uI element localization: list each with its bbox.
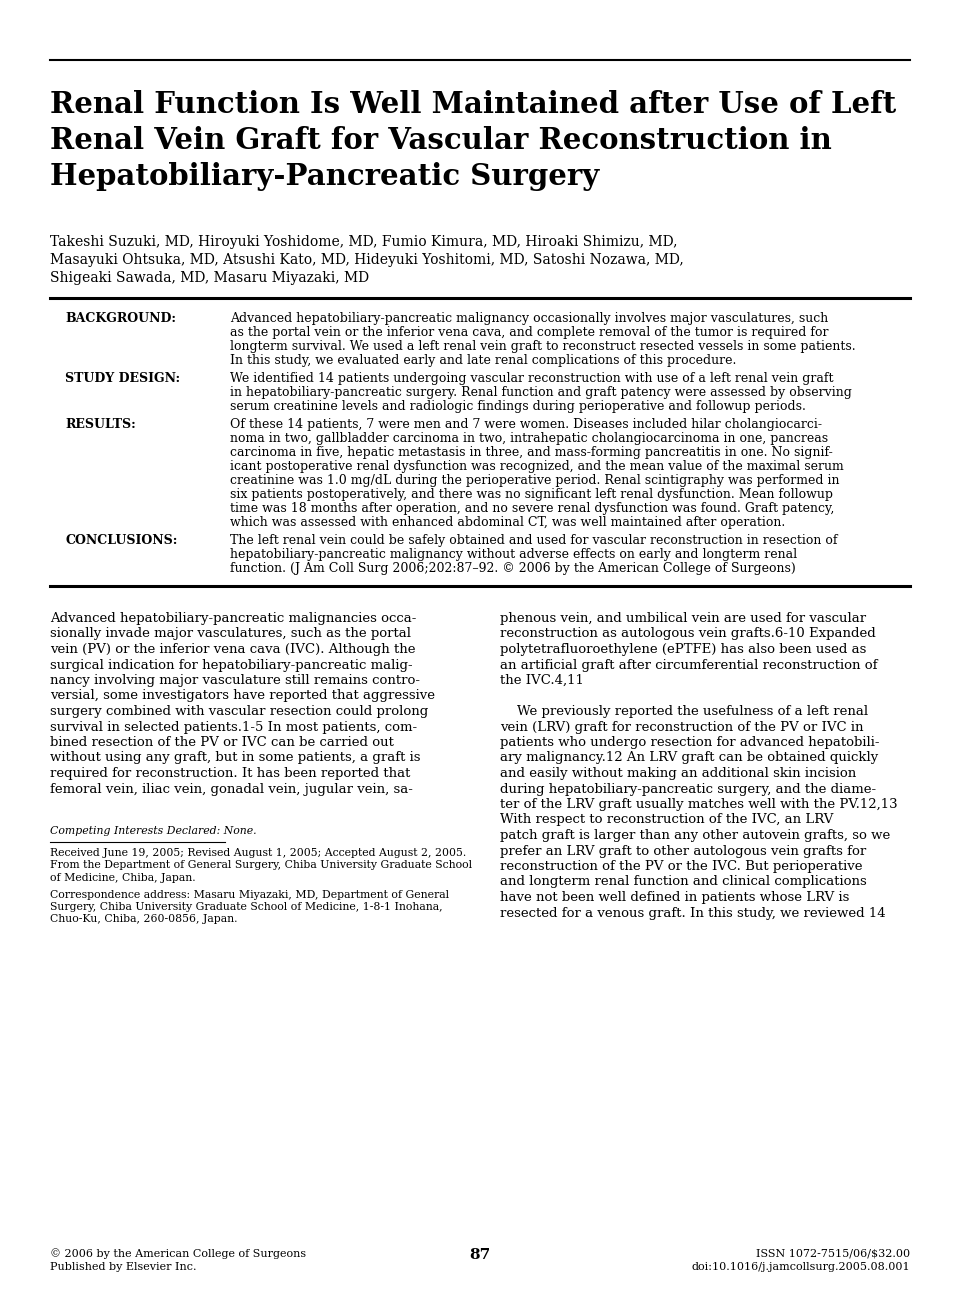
Text: during hepatobiliary-pancreatic surgery, and the diame-: during hepatobiliary-pancreatic surgery,… [500,783,876,796]
Text: femoral vein, iliac vein, gonadal vein, jugular vein, sa-: femoral vein, iliac vein, gonadal vein, … [50,783,413,796]
Text: icant postoperative renal dysfunction was recognized, and the mean value of the : icant postoperative renal dysfunction wa… [230,461,844,473]
Text: BACKGROUND:: BACKGROUND: [65,312,176,325]
Text: the IVC.4,11: the IVC.4,11 [500,673,584,688]
Text: Advanced hepatobiliary-pancreatic malignancies occa-: Advanced hepatobiliary-pancreatic malign… [50,611,417,624]
Text: time was 18 months after operation, and no severe renal dysfunction was found. G: time was 18 months after operation, and … [230,502,834,515]
Text: Takeshi Suzuki, MD, Hiroyuki Yoshidome, MD, Fumio Kimura, MD, Hiroaki Shimizu, M: Takeshi Suzuki, MD, Hiroyuki Yoshidome, … [50,235,678,249]
Text: creatinine was 1.0 mg/dL during the perioperative period. Renal scintigraphy was: creatinine was 1.0 mg/dL during the peri… [230,473,839,488]
Text: as the portal vein or the inferior vena cava, and complete removal of the tumor : as the portal vein or the inferior vena … [230,326,828,339]
Text: reconstruction of the PV or the IVC. But perioperative: reconstruction of the PV or the IVC. But… [500,860,862,873]
Text: Of these 14 patients, 7 were men and 7 were women. Diseases included hilar chola: Of these 14 patients, 7 were men and 7 w… [230,418,822,431]
Text: With respect to reconstruction of the IVC, an LRV: With respect to reconstruction of the IV… [500,814,833,827]
Text: survival in selected patients.1-5 In most patients, com-: survival in selected patients.1-5 In mos… [50,721,418,734]
Text: polytetrafluoroethylene (ePTFE) has also been used as: polytetrafluoroethylene (ePTFE) has also… [500,642,866,657]
Text: Surgery, Chiba University Graduate School of Medicine, 1-8-1 Inohana,: Surgery, Chiba University Graduate Schoo… [50,902,443,912]
Text: in hepatobiliary-pancreatic surgery. Renal function and graft patency were asses: in hepatobiliary-pancreatic surgery. Ren… [230,386,852,399]
Text: We identified 14 patients undergoing vascular reconstruction with use of a left : We identified 14 patients undergoing vas… [230,372,833,384]
Text: patients who undergo resection for advanced hepatobili-: patients who undergo resection for advan… [500,737,879,749]
Text: required for reconstruction. It has been reported that: required for reconstruction. It has been… [50,768,410,780]
Text: noma in two, gallbladder carcinoma in two, intrahepatic cholangiocarcinoma in on: noma in two, gallbladder carcinoma in tw… [230,432,828,445]
Text: CONCLUSIONS:: CONCLUSIONS: [65,534,178,547]
Text: © 2006 by the American College of Surgeons: © 2006 by the American College of Surgeo… [50,1247,306,1259]
Text: phenous vein, and umbilical vein are used for vascular: phenous vein, and umbilical vein are use… [500,611,866,624]
Text: versial, some investigators have reported that aggressive: versial, some investigators have reporte… [50,689,435,703]
Text: nancy involving major vasculature still remains contro-: nancy involving major vasculature still … [50,673,420,688]
Text: Shigeaki Sawada, MD, Masaru Miyazaki, MD: Shigeaki Sawada, MD, Masaru Miyazaki, MD [50,271,370,285]
Text: Competing Interests Declared: None.: Competing Interests Declared: None. [50,826,256,836]
Text: The left renal vein could be safely obtained and used for vascular reconstructio: The left renal vein could be safely obta… [230,534,837,547]
Text: vein (LRV) graft for reconstruction of the PV or IVC in: vein (LRV) graft for reconstruction of t… [500,721,863,734]
Text: RESULTS:: RESULTS: [65,418,135,431]
Text: and easily without making an additional skin incision: and easily without making an additional … [500,768,856,780]
Text: From the Department of General Surgery, Chiba University Graduate School: From the Department of General Surgery, … [50,860,472,871]
Text: In this study, we evaluated early and late renal complications of this procedure: In this study, we evaluated early and la… [230,353,736,366]
Text: Received June 19, 2005; Revised August 1, 2005; Accepted August 2, 2005.: Received June 19, 2005; Revised August 1… [50,848,467,858]
Text: of Medicine, Chiba, Japan.: of Medicine, Chiba, Japan. [50,873,196,882]
Text: reconstruction as autologous vein grafts.6-10 Expanded: reconstruction as autologous vein grafts… [500,627,876,641]
Text: doi:10.1016/j.jamcollsurg.2005.08.001: doi:10.1016/j.jamcollsurg.2005.08.001 [691,1262,910,1272]
Text: ter of the LRV graft usually matches well with the PV.12,13: ter of the LRV graft usually matches wel… [500,799,898,811]
Text: prefer an LRV graft to other autologous vein grafts for: prefer an LRV graft to other autologous … [500,845,866,858]
Text: patch graft is larger than any other autovein grafts, so we: patch graft is larger than any other aut… [500,829,890,842]
Text: Advanced hepatobiliary-pancreatic malignancy occasionally involves major vascula: Advanced hepatobiliary-pancreatic malign… [230,312,828,325]
Text: longterm survival. We used a left renal vein graft to reconstruct resected vesse: longterm survival. We used a left renal … [230,341,855,353]
Text: Chuo-Ku, Chiba, 260-0856, Japan.: Chuo-Ku, Chiba, 260-0856, Japan. [50,915,237,925]
Text: Published by Elsevier Inc.: Published by Elsevier Inc. [50,1262,197,1272]
Text: which was assessed with enhanced abdominal CT, was well maintained after operati: which was assessed with enhanced abdomin… [230,516,785,529]
Text: serum creatinine levels and radiologic findings during perioperative and followu: serum creatinine levels and radiologic f… [230,400,805,413]
Text: sionally invade major vasculatures, such as the portal: sionally invade major vasculatures, such… [50,627,411,641]
Text: We previously reported the usefulness of a left renal: We previously reported the usefulness of… [500,706,868,719]
Text: vein (PV) or the inferior vena cava (IVC). Although the: vein (PV) or the inferior vena cava (IVC… [50,642,416,657]
Text: carcinoma in five, hepatic metastasis in three, and mass-forming pancreatitis in: carcinoma in five, hepatic metastasis in… [230,446,832,459]
Text: STUDY DESIGN:: STUDY DESIGN: [65,372,180,384]
Text: surgical indication for hepatobiliary-pancreatic malig-: surgical indication for hepatobiliary-pa… [50,658,413,672]
Text: 87: 87 [469,1247,491,1262]
Text: and longterm renal function and clinical complications: and longterm renal function and clinical… [500,876,867,889]
Text: surgery combined with vascular resection could prolong: surgery combined with vascular resection… [50,706,428,719]
Text: bined resection of the PV or IVC can be carried out: bined resection of the PV or IVC can be … [50,737,394,749]
Text: ary malignancy.12 An LRV graft can be obtained quickly: ary malignancy.12 An LRV graft can be ob… [500,752,878,765]
Text: an artificial graft after circumferential reconstruction of: an artificial graft after circumferentia… [500,658,877,672]
Text: six patients postoperatively, and there was no significant left renal dysfunctio: six patients postoperatively, and there … [230,488,833,501]
Text: have not been well defined in patients whose LRV is: have not been well defined in patients w… [500,891,850,904]
Text: function. (J Am Coll Surg 2006;202:87–92. © 2006 by the American College of Surg: function. (J Am Coll Surg 2006;202:87–92… [230,562,796,575]
Text: resected for a venous graft. In this study, we reviewed 14: resected for a venous graft. In this stu… [500,907,886,920]
Text: ISSN 1072-7515/06/$32.00: ISSN 1072-7515/06/$32.00 [756,1247,910,1258]
Text: Renal Function Is Well Maintained after Use of Left
Renal Vein Graft for Vascula: Renal Function Is Well Maintained after … [50,90,897,191]
Text: hepatobiliary-pancreatic malignancy without adverse effects on early and longter: hepatobiliary-pancreatic malignancy with… [230,548,797,561]
Text: Correspondence address: Masaru Miyazaki, MD, Department of General: Correspondence address: Masaru Miyazaki,… [50,890,449,899]
Text: Masayuki Ohtsuka, MD, Atsushi Kato, MD, Hideyuki Yoshitomi, MD, Satoshi Nozawa, : Masayuki Ohtsuka, MD, Atsushi Kato, MD, … [50,253,684,267]
Text: without using any graft, but in some patients, a graft is: without using any graft, but in some pat… [50,752,420,765]
